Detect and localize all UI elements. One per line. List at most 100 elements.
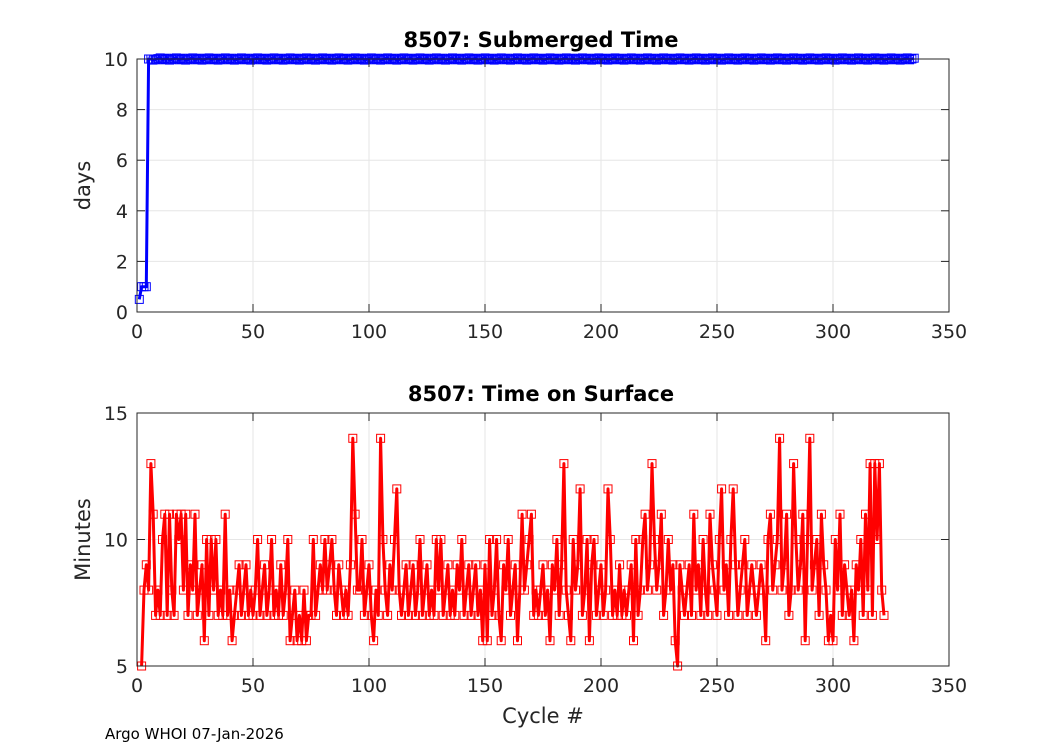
data-point [603, 484, 613, 494]
x-tick-label: 250 [699, 675, 735, 697]
data-point [174, 535, 184, 544]
data-point [635, 55, 645, 65]
data-point [870, 53, 880, 63]
data-point [141, 560, 151, 570]
data-point [742, 55, 752, 65]
data-point [171, 509, 181, 519]
data-point [181, 509, 191, 519]
data-point [220, 53, 230, 63]
data-point [158, 535, 167, 544]
data-point [390, 535, 399, 544]
data-point [313, 585, 323, 595]
data-point [420, 585, 430, 595]
data-point [155, 610, 165, 620]
data-point [605, 535, 615, 544]
data-point [376, 433, 386, 443]
data-point [707, 53, 717, 63]
data-point [146, 459, 156, 469]
data-point [478, 636, 488, 646]
data-point [359, 55, 369, 65]
data-point [756, 53, 766, 63]
data-point [139, 585, 149, 595]
x-tick-label: 50 [241, 675, 265, 697]
data-point [793, 585, 803, 595]
data-point [798, 509, 808, 519]
data-point [893, 53, 903, 63]
data-point [830, 535, 840, 544]
data-point [642, 585, 652, 595]
data-point [255, 55, 265, 65]
data-point [789, 53, 799, 63]
chart-title: 8507: Submerged Time [403, 28, 678, 52]
chart-1: 0 50 100 150 200 250 300 350 0 2 4 6 8 10 8507: Submer… [71, 28, 967, 343]
data-point [823, 55, 833, 65]
data-point [587, 560, 597, 570]
data-point [369, 55, 379, 65]
data-point [503, 53, 513, 63]
data-point [390, 53, 399, 63]
data-point [343, 55, 353, 65]
data-point [271, 585, 281, 595]
data-point [594, 585, 604, 595]
data-point [234, 560, 244, 570]
data-point [327, 55, 337, 65]
data-point [598, 610, 608, 620]
data-point [466, 610, 476, 620]
data-point [448, 53, 457, 63]
data-point [717, 484, 727, 494]
data-point [223, 55, 232, 65]
data-point [693, 55, 703, 65]
data-point [724, 53, 734, 63]
data-point [684, 560, 694, 570]
data-point [603, 55, 613, 65]
data-point [877, 53, 887, 63]
data-point [255, 610, 265, 620]
y-tick-label: 8 [116, 100, 128, 122]
data-point [158, 55, 167, 65]
y-tick-label: 4 [116, 201, 128, 223]
data-point [879, 55, 889, 65]
data-point [274, 610, 283, 620]
data-point [580, 585, 590, 595]
data-point [573, 560, 583, 570]
data-point [758, 55, 768, 65]
plot-area [137, 59, 949, 312]
data-point [888, 55, 898, 65]
data-point [861, 509, 870, 519]
data-point [772, 535, 782, 544]
data-point [348, 433, 358, 443]
data-point [441, 585, 451, 595]
data-point [833, 585, 843, 595]
data-point [536, 53, 546, 63]
data-point [151, 610, 161, 620]
data-point [171, 53, 181, 63]
data-point [408, 560, 418, 570]
data-point [629, 636, 638, 646]
data-point [738, 560, 747, 570]
data-point [397, 610, 406, 620]
data-point [561, 585, 571, 595]
data-point [188, 585, 198, 595]
data-point [649, 53, 659, 63]
data-point [874, 459, 884, 469]
data-point [700, 585, 710, 595]
x-tick-label: 350 [931, 321, 967, 343]
x-tick-label: 150 [467, 675, 503, 697]
data-point [877, 585, 887, 595]
data-point [508, 585, 518, 595]
data-point [612, 610, 622, 620]
data-point [343, 610, 353, 620]
data-point [403, 610, 413, 620]
x-tick-label: 100 [351, 675, 387, 697]
data-point [782, 509, 792, 519]
data-point [552, 535, 562, 544]
data-point [566, 636, 576, 646]
data-point [814, 610, 824, 620]
data-point [457, 535, 467, 544]
data-point [250, 585, 260, 595]
data-point [267, 535, 277, 544]
data-point [269, 53, 279, 63]
data-point [812, 53, 822, 63]
data-point [410, 610, 420, 620]
